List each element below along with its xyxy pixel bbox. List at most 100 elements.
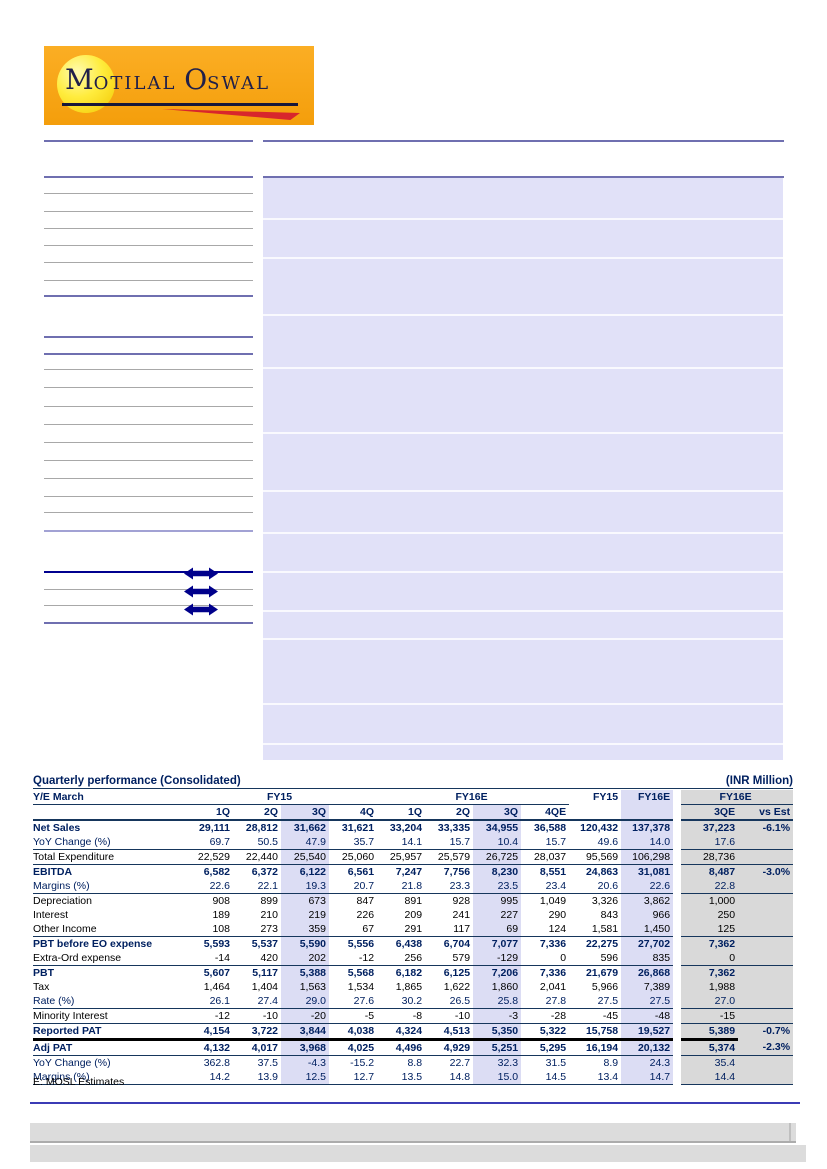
value-cell: 843 <box>600 908 619 921</box>
value-cell: 4,154 <box>185 1023 233 1040</box>
value-cell: 34,955 <box>473 819 522 835</box>
vs-est-cell <box>738 893 794 908</box>
value-cell: 5,607 <box>185 965 233 980</box>
value-cell: 37,223 <box>681 819 739 835</box>
value-cell: 5,389 <box>681 1023 739 1040</box>
divider-line <box>44 353 253 355</box>
value-cell: 5,350 <box>473 1023 522 1040</box>
value-cell: 596 <box>600 951 619 964</box>
vs-est-cell <box>738 1070 794 1085</box>
value-cell: 13.4 <box>569 1070 622 1085</box>
placeholder-separator <box>263 367 783 369</box>
vs-est-cell <box>738 936 794 951</box>
table-row: Total Expenditure 22,529 22,440 25,540 25,06… <box>33 849 794 865</box>
value-cell: 5,590 <box>281 936 329 951</box>
value-cell: 22.1 <box>257 879 278 892</box>
value-cell: 5,388 <box>281 965 329 980</box>
value-cell: 5,117 <box>233 965 281 980</box>
value-cell: 25,957 <box>377 849 426 865</box>
row-label: Extra-Ord expense <box>33 951 122 964</box>
value-cell: -5 <box>329 1008 378 1024</box>
value-cell: -12 <box>185 1008 233 1024</box>
col-group-fy16e-estimate: FY16E <box>681 790 794 805</box>
divider-line <box>44 387 253 388</box>
value-cell: 27.4 <box>257 994 278 1007</box>
value-cell: -28 <box>521 1008 570 1024</box>
column-gap <box>673 835 681 850</box>
value-cell: 420 <box>260 951 278 964</box>
value-cell: 20.6 <box>597 879 619 892</box>
value-cell: 14.8 <box>425 1070 474 1085</box>
value-cell: 3,968 <box>281 1038 329 1056</box>
value-cell: 30.2 <box>401 994 423 1007</box>
divider-line <box>44 228 253 229</box>
value-cell: -15.2 <box>329 1055 378 1070</box>
col-header-q: 4Q <box>360 805 375 818</box>
vs-est-cell <box>738 980 794 994</box>
row-label: Rate (%) <box>33 994 75 1007</box>
value-cell: 14.4 <box>681 1070 739 1085</box>
table-row: Other Income 108 273 359 67 291 117 69 124 1,581 1… <box>33 922 794 937</box>
col-header-q: 2Q <box>456 805 471 818</box>
footer-bar-bottom <box>30 1145 806 1162</box>
column-gap <box>673 937 681 952</box>
value-cell: 908 <box>185 893 233 908</box>
value-cell: 15.7 <box>545 835 567 848</box>
value-cell: 6,582 <box>185 864 233 879</box>
divider-line <box>44 442 253 443</box>
divider-line <box>44 460 253 461</box>
value-cell: 250 <box>681 908 739 922</box>
value-cell: 3,862 <box>621 893 674 908</box>
value-cell: 117 <box>453 922 471 935</box>
value-cell: 7,362 <box>681 965 739 980</box>
table-row: Adj PAT 4,132 4,017 3,968 4,025 4,496 4,929 5,2… <box>33 1038 794 1056</box>
divider-line <box>44 336 253 338</box>
column-gap <box>673 1070 681 1085</box>
column-gap <box>673 1040 681 1056</box>
value-cell: 21.8 <box>401 879 423 892</box>
table-row: YoY Change (%) 69.7 50.5 47.9 35.7 14.1 15.7 10… <box>33 835 794 850</box>
row-label: Total Expenditure <box>33 849 185 865</box>
value-cell: 210 <box>260 908 278 921</box>
value-cell: 12.7 <box>329 1070 378 1085</box>
quarterly-performance-table: Y/E March FY15 FY16E FY15 FY16E FY16E 1Q… <box>33 790 794 1085</box>
value-cell: 291 <box>404 922 423 935</box>
value-cell: 29,111 <box>185 819 233 835</box>
double-arrow-icon <box>183 602 219 617</box>
column-gap <box>673 922 681 937</box>
value-cell: 26,725 <box>473 849 522 865</box>
sub-header-row: 1Q 2Q 3Q 4Q 1Q 2Q 3Q 4QE 3QE vs Est <box>33 804 794 821</box>
row-label: Depreciation <box>33 893 185 908</box>
footer-bar-top <box>30 1123 796 1143</box>
vs-est-cell: -0.7% <box>738 1023 794 1040</box>
value-cell: 579 <box>452 951 471 964</box>
value-cell: 27.5 <box>597 994 619 1007</box>
value-cell: 1,404 <box>251 980 278 993</box>
value-cell: 1,534 <box>347 980 375 993</box>
value-cell: -4.3 <box>281 1055 329 1070</box>
value-cell: 290 <box>548 908 567 921</box>
placeholder-separator <box>263 218 783 220</box>
value-cell: 22.6 <box>209 879 230 892</box>
value-cell: 23.3 <box>449 879 471 892</box>
table-footnote: E: MOSL Estimates <box>33 1076 125 1088</box>
divider-line <box>44 280 253 281</box>
value-cell: 0 <box>681 951 739 966</box>
divider-line <box>44 176 253 178</box>
value-cell: 16,194 <box>569 1038 622 1056</box>
value-cell: 202 <box>281 951 329 966</box>
column-gap <box>673 865 681 880</box>
empty-cell <box>569 805 621 821</box>
vs-est-cell: -6.1% <box>738 819 794 835</box>
divider-line <box>44 622 253 624</box>
value-cell: 7,389 <box>621 980 674 994</box>
table-row: Depreciation 908 899 673 847 891 928 995 1,049 3,… <box>33 893 794 908</box>
value-cell: 27.5 <box>621 994 674 1009</box>
value-cell: 14.0 <box>621 835 674 850</box>
value-cell: 3,722 <box>233 1023 281 1040</box>
row-label: Reported PAT <box>33 1023 185 1040</box>
value-cell: 22,440 <box>233 849 281 865</box>
value-cell: 362.8 <box>185 1055 233 1070</box>
double-arrow-icon <box>183 584 219 599</box>
placeholder-separator <box>263 571 783 573</box>
